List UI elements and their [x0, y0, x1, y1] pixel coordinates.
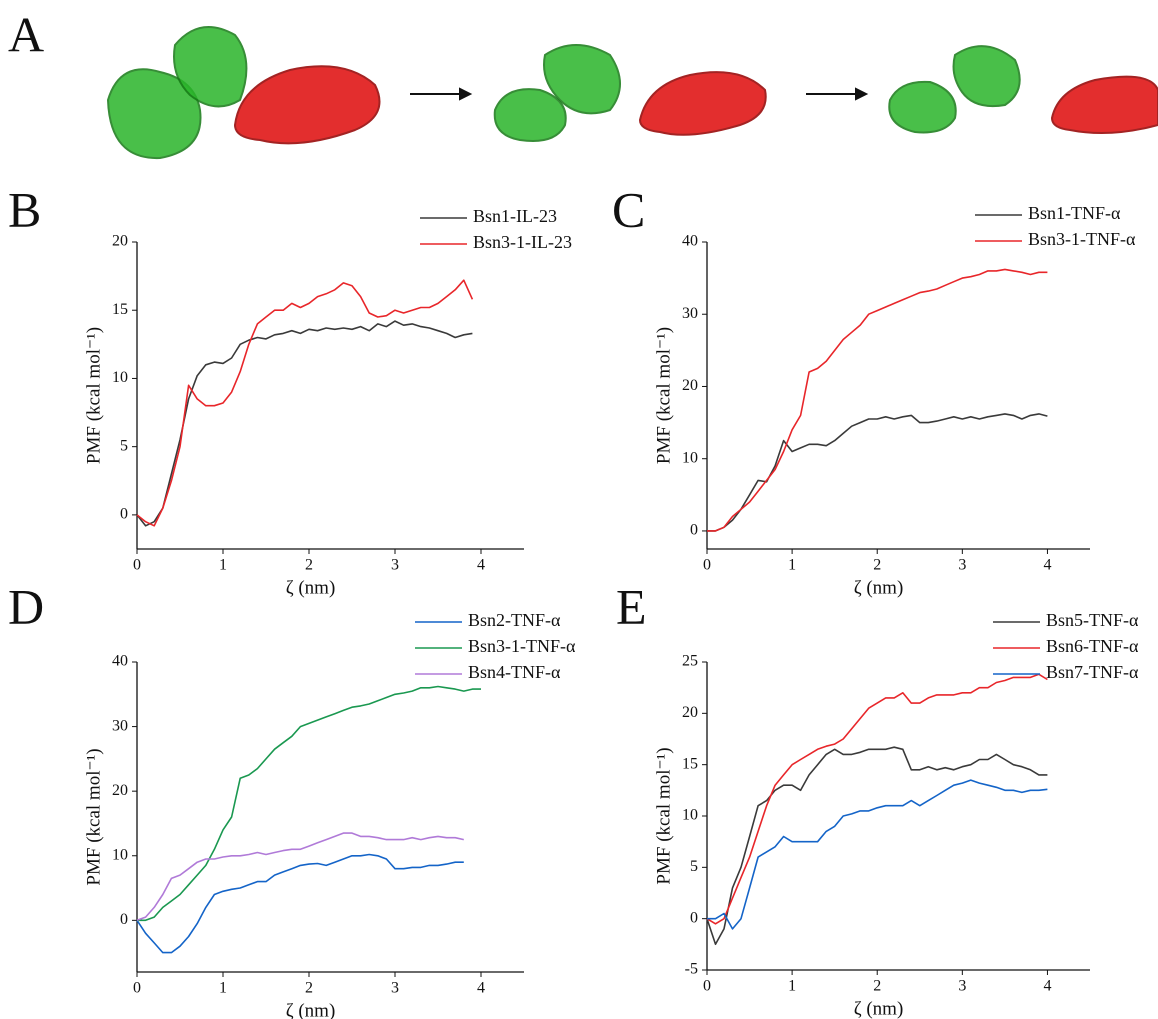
series-line — [706, 673, 1048, 925]
x-tick-label: 0 — [133, 557, 141, 574]
series-line — [136, 320, 473, 527]
y-tick-label: 30 — [112, 717, 128, 734]
x-tick-label: 0 — [133, 980, 141, 997]
y-tick-label: 20 — [112, 782, 128, 799]
y-tick-label: 10 — [682, 449, 698, 466]
series-line — [136, 279, 474, 527]
y-tick-label: 15 — [112, 301, 128, 318]
x-tick-label: 4 — [477, 980, 485, 997]
panel-label: E — [616, 578, 647, 634]
legend-label: Bsn3-1-TNF-α — [1028, 229, 1136, 249]
x-axis-label: ζ (nm) — [854, 998, 904, 1019]
series-line — [707, 413, 1048, 532]
x-tick-label: 3 — [958, 978, 966, 995]
x-tick-label: 2 — [305, 980, 313, 997]
x-tick-label: 3 — [958, 557, 966, 574]
y-tick-label: 0 — [120, 911, 128, 928]
x-tick-label: 2 — [873, 978, 881, 995]
x-tick-label: 1 — [788, 557, 796, 574]
x-tick-label: 1 — [219, 980, 227, 997]
x-axis-label: ζ (nm) — [286, 577, 336, 598]
y-tick-label: 10 — [682, 807, 698, 824]
panel-label: A — [8, 6, 44, 62]
y-tick-label: 5 — [690, 858, 698, 875]
y-axis-label: PMF (kcal mol⁻¹) — [653, 747, 674, 884]
series-line — [707, 268, 1048, 532]
x-tick-label: 1 — [788, 978, 796, 995]
series-line — [136, 853, 464, 954]
legend-label: Bsn1-IL-23 — [473, 206, 557, 226]
x-tick-label: 4 — [477, 557, 485, 574]
x-tick-label: 2 — [873, 557, 881, 574]
panel-label: D — [8, 578, 44, 634]
y-tick-label: 30 — [682, 305, 698, 322]
legend-label: Bsn1-TNF-α — [1028, 203, 1121, 223]
y-tick-label: 0 — [120, 506, 128, 523]
y-tick-label: 0 — [690, 909, 698, 926]
y-tick-label: 20 — [682, 377, 698, 394]
legend-label: Bsn7-TNF-α — [1046, 662, 1139, 682]
x-tick-label: 1 — [219, 557, 227, 574]
legend-label: Bsn4-TNF-α — [468, 662, 561, 682]
legend-label: Bsn3-1-TNF-α — [468, 636, 576, 656]
y-tick-label: 40 — [112, 653, 128, 670]
y-tick-label: 20 — [112, 233, 128, 250]
y-tick-label: 15 — [682, 755, 698, 772]
y-tick-label: 0 — [690, 522, 698, 539]
y-tick-label: 5 — [120, 437, 128, 454]
legend-label: Bsn2-TNF-α — [468, 610, 561, 630]
legend-label: Bsn6-TNF-α — [1046, 636, 1139, 656]
series-line — [136, 832, 464, 922]
panel-label: C — [612, 181, 645, 237]
y-tick-label: 40 — [682, 233, 698, 250]
y-axis-label: PMF (kcal mol⁻¹) — [653, 327, 674, 464]
y-axis-label: PMF (kcal mol⁻¹) — [83, 748, 104, 885]
x-tick-label: 0 — [703, 557, 711, 574]
legend-label: Bsn3-1-IL-23 — [473, 232, 572, 252]
y-tick-label: 10 — [112, 846, 128, 863]
series-line — [707, 779, 1048, 930]
legend-label: Bsn5-TNF-α — [1046, 610, 1139, 630]
series-line — [706, 746, 1048, 946]
x-axis-label: ζ (nm) — [854, 577, 904, 598]
x-tick-label: 3 — [391, 557, 399, 574]
x-tick-label: 4 — [1043, 978, 1051, 995]
y-axis-label: PMF (kcal mol⁻¹) — [83, 327, 104, 464]
panel-label: B — [8, 181, 41, 237]
y-tick-label: 10 — [112, 369, 128, 386]
protein-illustration — [106, 26, 1158, 160]
y-tick-label: 20 — [682, 704, 698, 721]
y-tick-label: -5 — [685, 961, 698, 978]
series-line — [137, 685, 481, 922]
y-tick-label: 25 — [682, 653, 698, 670]
x-tick-label: 4 — [1043, 557, 1051, 574]
x-tick-label: 2 — [305, 557, 313, 574]
x-tick-label: 3 — [391, 980, 399, 997]
x-axis-label: ζ (nm) — [286, 1000, 336, 1019]
x-tick-label: 0 — [703, 978, 711, 995]
